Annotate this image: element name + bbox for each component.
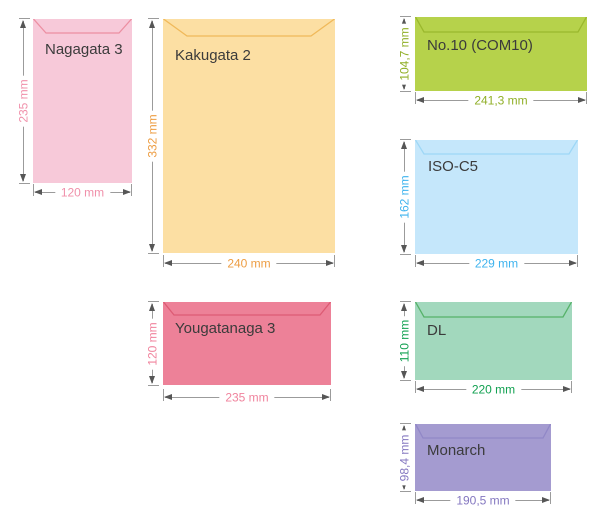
envelope-iso-c5: ISO-C5 bbox=[415, 140, 578, 254]
arrow-right-icon bbox=[578, 97, 586, 103]
arrow-left-icon bbox=[416, 497, 424, 503]
arrow-up-icon bbox=[401, 425, 407, 433]
envelope-name: No.10 (COM10) bbox=[427, 37, 533, 54]
extension-tick bbox=[400, 16, 411, 17]
arrow-down-icon bbox=[149, 244, 155, 252]
envelope-dl: DL bbox=[415, 302, 572, 380]
arrow-down-icon bbox=[20, 174, 26, 182]
arrow-right-icon bbox=[563, 386, 571, 392]
arrow-right-icon bbox=[123, 189, 131, 195]
envelope-name: Monarch bbox=[427, 442, 486, 459]
extension-tick bbox=[571, 381, 572, 393]
extension-tick bbox=[400, 139, 411, 140]
envelope-flap-icon bbox=[415, 17, 587, 33]
width-label: 240 mm bbox=[221, 256, 277, 271]
envelope-flap-icon bbox=[415, 302, 572, 318]
extension-tick bbox=[550, 492, 551, 504]
width-label: 220 mm bbox=[465, 382, 522, 397]
arrow-up-icon bbox=[149, 303, 155, 311]
height-label: 98,4 mm bbox=[397, 430, 412, 485]
width-label: 120 mm bbox=[54, 185, 111, 200]
arrow-up-icon bbox=[401, 303, 407, 311]
envelope-yougatanaga-3: Yougatanaga 3 bbox=[163, 302, 331, 385]
arrow-up-icon bbox=[401, 18, 407, 26]
extension-tick bbox=[163, 255, 164, 267]
extension-tick bbox=[415, 492, 416, 504]
height-label: 120 mm bbox=[145, 317, 160, 370]
envelope-monarch: Monarch bbox=[415, 424, 551, 491]
arrow-down-icon bbox=[401, 482, 407, 490]
extension-tick bbox=[334, 255, 335, 267]
height-label: 235 mm bbox=[16, 75, 31, 127]
envelope-name: Yougatanaga 3 bbox=[175, 320, 276, 337]
extension-tick bbox=[415, 255, 416, 267]
extension-tick bbox=[400, 380, 411, 381]
extension-tick bbox=[400, 254, 411, 255]
envelope-name: Kakugata 2 bbox=[175, 47, 251, 64]
arrow-up-icon bbox=[401, 141, 407, 149]
arrow-up-icon bbox=[20, 20, 26, 28]
arrow-left-icon bbox=[34, 189, 42, 195]
arrow-right-icon bbox=[542, 497, 550, 503]
envelope-flap-icon bbox=[415, 140, 578, 155]
arrow-right-icon bbox=[326, 260, 334, 266]
height-label: 104,7 mm bbox=[397, 23, 412, 85]
extension-tick bbox=[19, 183, 30, 184]
width-label: 190,5 mm bbox=[450, 493, 516, 508]
extension-tick bbox=[131, 184, 132, 196]
extension-tick bbox=[400, 423, 411, 424]
extension-tick bbox=[148, 385, 159, 386]
arrow-down-icon bbox=[401, 245, 407, 253]
arrow-left-icon bbox=[416, 97, 424, 103]
height-label: 332 mm bbox=[145, 110, 160, 162]
extension-tick bbox=[400, 91, 411, 92]
width-label: 235 mm bbox=[219, 390, 275, 405]
arrow-left-icon bbox=[416, 260, 424, 266]
height-label: 162 mm bbox=[397, 171, 412, 223]
envelope-flap-icon bbox=[33, 19, 132, 34]
arrow-left-icon bbox=[164, 394, 172, 400]
arrow-right-icon bbox=[569, 260, 577, 266]
extension-tick bbox=[400, 301, 411, 302]
extension-tick bbox=[33, 184, 34, 196]
arrow-down-icon bbox=[401, 82, 407, 90]
extension-tick bbox=[19, 18, 30, 19]
envelope-nagagata-3: Nagagata 3 bbox=[33, 19, 132, 183]
envelope-name: DL bbox=[427, 322, 447, 339]
extension-tick bbox=[415, 381, 416, 393]
envelope-no10-com10: No.10 (COM10) bbox=[415, 17, 587, 91]
width-label: 241,3 mm bbox=[468, 93, 534, 108]
extension-tick bbox=[148, 301, 159, 302]
extension-tick bbox=[577, 255, 578, 267]
envelope-flap-icon bbox=[415, 424, 551, 439]
arrow-right-icon bbox=[322, 394, 330, 400]
extension-tick bbox=[415, 92, 416, 104]
height-label: 110 mm bbox=[397, 315, 412, 367]
extension-tick bbox=[148, 18, 159, 19]
arrow-down-icon bbox=[401, 371, 407, 379]
extension-tick bbox=[586, 92, 587, 104]
envelope-flap-icon bbox=[163, 19, 335, 37]
extension-tick bbox=[400, 491, 411, 492]
envelope-kakugata-2: Kakugata 2 bbox=[163, 19, 335, 253]
arrow-left-icon bbox=[416, 386, 424, 392]
envelope-name: Nagagata 3 bbox=[45, 41, 123, 58]
extension-tick bbox=[148, 253, 159, 254]
envelope-name: ISO-C5 bbox=[428, 158, 479, 175]
arrow-left-icon bbox=[164, 260, 172, 266]
extension-tick bbox=[163, 389, 164, 401]
width-label: 229 mm bbox=[468, 256, 525, 271]
arrow-up-icon bbox=[149, 20, 155, 28]
envelope-flap-icon bbox=[163, 302, 331, 316]
arrow-down-icon bbox=[149, 376, 155, 384]
extension-tick bbox=[330, 389, 331, 401]
